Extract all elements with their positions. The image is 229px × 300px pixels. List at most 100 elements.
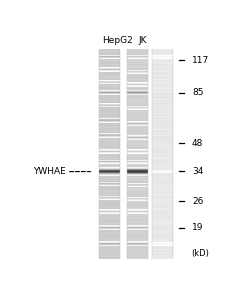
Bar	[152, 125, 173, 126]
Bar	[152, 83, 173, 84]
Bar	[99, 138, 120, 139]
Bar	[152, 179, 173, 180]
Bar	[99, 117, 120, 118]
Bar	[127, 245, 148, 246]
Bar	[127, 130, 148, 131]
Bar	[152, 105, 173, 106]
Bar	[127, 111, 148, 112]
Bar	[127, 62, 148, 63]
Bar	[152, 91, 173, 92]
Bar	[99, 244, 120, 245]
Bar	[99, 197, 120, 198]
Bar	[99, 181, 120, 182]
Bar	[127, 189, 148, 190]
Bar	[127, 213, 148, 214]
Bar	[152, 153, 173, 154]
Bar	[152, 64, 173, 65]
Bar	[152, 126, 173, 127]
Bar	[152, 173, 173, 174]
Bar	[152, 164, 173, 165]
Bar	[152, 82, 173, 83]
Text: 19: 19	[192, 223, 203, 232]
Bar	[127, 153, 148, 154]
Bar	[127, 228, 148, 229]
Bar	[152, 199, 173, 200]
Bar	[152, 60, 173, 61]
Bar	[127, 115, 148, 116]
Bar	[127, 131, 148, 132]
Bar	[152, 52, 173, 53]
Bar	[127, 193, 148, 194]
Bar	[127, 142, 148, 143]
Bar	[99, 211, 120, 212]
Bar	[152, 109, 173, 110]
Bar	[152, 162, 173, 163]
Bar	[152, 161, 173, 162]
Bar	[99, 149, 120, 150]
Bar	[127, 171, 148, 172]
Bar	[99, 234, 120, 235]
Bar	[127, 55, 148, 56]
Bar	[127, 180, 148, 181]
Bar	[152, 130, 173, 131]
Bar	[152, 198, 173, 199]
Bar	[127, 174, 148, 175]
Bar	[99, 135, 120, 136]
Bar	[152, 101, 173, 102]
Bar	[99, 112, 120, 113]
Bar	[127, 68, 148, 69]
Bar	[152, 213, 173, 214]
Bar	[127, 222, 148, 223]
Bar	[127, 72, 148, 73]
Bar	[152, 231, 173, 232]
Bar	[99, 98, 120, 99]
Bar	[152, 219, 173, 220]
Bar	[152, 184, 173, 185]
Bar	[99, 100, 120, 101]
Bar	[152, 217, 173, 218]
Bar	[127, 112, 148, 113]
Bar	[99, 64, 120, 65]
Bar	[127, 134, 148, 135]
Bar	[152, 165, 173, 166]
Bar	[127, 54, 148, 55]
Bar	[99, 172, 120, 173]
Bar	[127, 100, 148, 101]
Bar	[99, 50, 120, 51]
Bar	[99, 251, 120, 252]
Bar	[99, 105, 120, 106]
Bar	[152, 148, 173, 149]
Bar	[152, 81, 173, 82]
Bar	[152, 245, 173, 246]
Bar	[127, 114, 148, 115]
Bar	[152, 107, 173, 108]
Bar	[152, 172, 173, 173]
Bar	[127, 238, 148, 239]
Bar	[99, 82, 120, 83]
Bar	[152, 253, 173, 254]
Bar	[99, 129, 120, 130]
Bar	[127, 227, 148, 228]
Bar	[152, 228, 173, 229]
Bar	[99, 85, 120, 86]
Bar	[127, 124, 148, 125]
Bar	[152, 174, 173, 175]
Bar	[152, 223, 173, 224]
Bar	[99, 171, 120, 172]
Bar	[127, 109, 148, 110]
Bar	[99, 202, 120, 203]
Bar	[99, 99, 120, 100]
Bar	[99, 254, 120, 255]
Bar	[127, 242, 148, 243]
Bar	[127, 69, 148, 70]
Bar	[127, 51, 148, 52]
Bar	[127, 169, 148, 170]
Bar	[99, 196, 120, 197]
Bar	[127, 70, 148, 71]
Bar	[152, 76, 173, 77]
Bar	[152, 167, 173, 168]
Bar	[99, 144, 120, 145]
Bar	[127, 229, 148, 230]
Bar	[152, 187, 173, 188]
Bar	[99, 201, 120, 202]
